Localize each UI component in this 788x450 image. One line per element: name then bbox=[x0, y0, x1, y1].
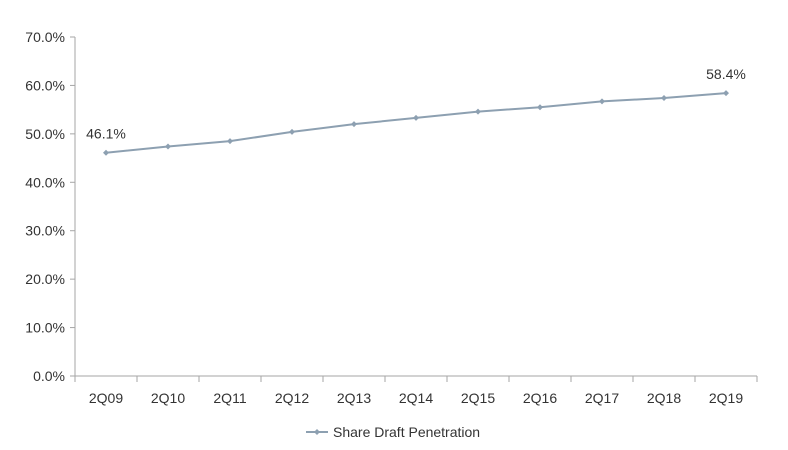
legend: Share Draft Penetration bbox=[306, 424, 480, 440]
y-tick-label: 30.0% bbox=[25, 223, 65, 239]
y-tick-label: 0.0% bbox=[33, 368, 65, 384]
x-tick-label: 2Q16 bbox=[523, 390, 557, 406]
data-label: 46.1% bbox=[86, 126, 126, 142]
data-point bbox=[475, 108, 481, 115]
data-point bbox=[227, 138, 233, 145]
y-tick-label: 20.0% bbox=[25, 271, 65, 287]
data-point bbox=[599, 98, 605, 105]
data-point bbox=[413, 114, 419, 121]
x-axis: 2Q09 2Q10 2Q11 2Q12 2Q13 2Q14 2Q15 2Q16 2Q17 2Q18… bbox=[74, 375, 758, 406]
x-tick-label: 2Q18 bbox=[647, 390, 681, 406]
x-tick-label: 2Q09 bbox=[89, 390, 123, 406]
legend-diamond-marker bbox=[314, 429, 320, 435]
x-tick-label: 2Q13 bbox=[337, 390, 371, 406]
x-tick-label: 2Q10 bbox=[151, 390, 185, 406]
data-labels: 46.1% 58.4% bbox=[86, 66, 746, 142]
data-point bbox=[103, 149, 109, 156]
data-label: 58.4% bbox=[706, 66, 746, 82]
series-layer bbox=[103, 90, 729, 156]
y-tick-label: 10.0% bbox=[25, 320, 65, 336]
data-point bbox=[351, 121, 357, 128]
data-point bbox=[537, 104, 543, 111]
y-axis: 0.0% 10.0% 20.0% 30.0% 40.0% 50.0% 60.0% 70.0% bbox=[25, 29, 76, 384]
x-tick-label: 2Q17 bbox=[585, 390, 619, 406]
data-point bbox=[661, 95, 667, 102]
x-tick-label: 2Q14 bbox=[399, 390, 433, 406]
y-tick-label: 70.0% bbox=[25, 29, 65, 45]
data-point bbox=[165, 143, 171, 150]
x-tick-label: 2Q15 bbox=[461, 390, 495, 406]
data-point bbox=[723, 90, 729, 97]
y-tick-label: 50.0% bbox=[25, 126, 65, 142]
series-line bbox=[105, 92, 727, 154]
y-tick-label: 40.0% bbox=[25, 174, 65, 190]
x-tick-label: 2Q12 bbox=[275, 390, 309, 406]
y-tick-label: 60.0% bbox=[25, 77, 65, 93]
x-tick-label: 2Q19 bbox=[709, 390, 743, 406]
x-tick-label: 2Q11 bbox=[213, 390, 246, 406]
legend-label: Share Draft Penetration bbox=[333, 424, 480, 440]
data-point bbox=[289, 128, 295, 135]
